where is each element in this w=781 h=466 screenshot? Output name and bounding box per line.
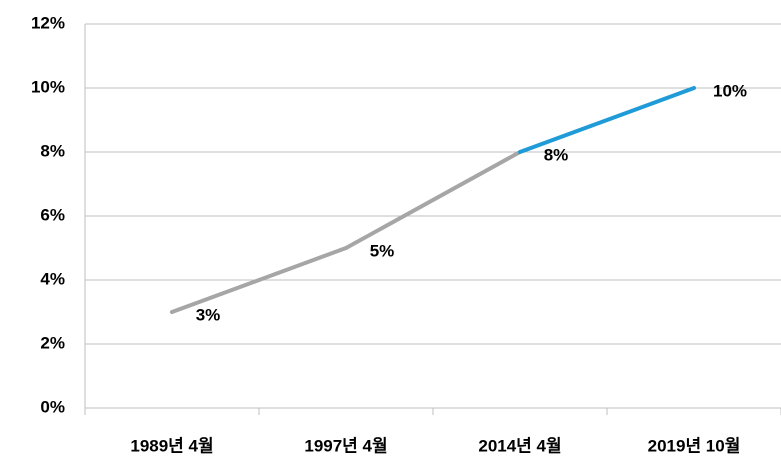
- x-tick-label: 1989년 4월: [130, 436, 213, 455]
- x-tick-label: 2019년 10월: [648, 436, 741, 455]
- data-label: 8%: [544, 145, 569, 164]
- data-label: 3%: [196, 305, 221, 324]
- x-tick-label: 2014년 4월: [478, 436, 561, 455]
- line-segment: [344, 150, 522, 250]
- y-tick-label: 4%: [40, 269, 65, 288]
- line-segment: [170, 246, 348, 314]
- data-label: 5%: [370, 241, 395, 260]
- x-tick-label: 1997년 4월: [304, 436, 387, 455]
- y-tick-label: 8%: [40, 141, 65, 160]
- y-tick-label: 10%: [31, 77, 65, 96]
- line-segment: [518, 86, 696, 154]
- data-label: 10%: [713, 81, 747, 100]
- y-tick-label: 12%: [31, 13, 65, 32]
- y-tick-label: 0%: [40, 397, 65, 416]
- y-tick-label: 6%: [40, 205, 65, 224]
- y-tick-label: 2%: [40, 333, 65, 352]
